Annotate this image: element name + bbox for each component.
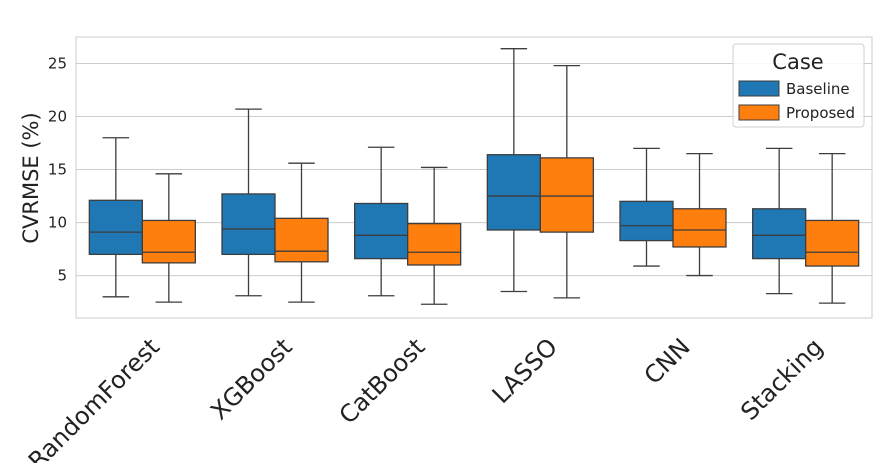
x-tick-label: CatBoost <box>334 333 431 430</box>
x-tick-label: RandomForest <box>23 333 165 463</box>
x-tick-label: XGBoost <box>205 333 297 425</box>
box-proposed-xgboost <box>274 162 329 303</box>
box-proposed-cnn <box>672 152 727 277</box>
y-tick-label: 15 <box>48 161 67 179</box>
legend-swatch-proposed <box>738 104 780 121</box>
box-baseline-lasso <box>486 48 541 293</box>
y-axis-label: CVRMSE (%) <box>19 112 43 243</box>
x-tick-labels: RandomForest XGBoost CatBoost LASSO CNN Stack… <box>23 333 828 467</box>
legend-label-baseline: Baseline <box>786 80 850 98</box>
y-tick-label: 25 <box>48 55 67 73</box>
iqr-box <box>672 208 727 248</box>
box-baseline-xgboost <box>221 108 276 297</box>
iqr-box <box>407 222 462 266</box>
box-proposed-catboost <box>407 166 462 305</box>
iqr-box <box>88 199 143 256</box>
legend-label-proposed: Proposed <box>786 104 855 122</box>
iqr-box <box>141 219 196 264</box>
iqr-box <box>486 154 541 231</box>
iqr-box <box>221 193 276 256</box>
legend-title: Case <box>772 50 823 74</box>
box-baseline-cnn <box>619 147 674 267</box>
box-proposed-randomforest <box>141 173 196 303</box>
iqr-box <box>354 202 409 260</box>
iqr-box <box>539 157 594 233</box>
y-tick-label: 20 <box>48 108 67 126</box>
box-series <box>88 48 860 305</box>
x-tick-label: CNN <box>639 333 696 390</box>
box-baseline-catboost <box>354 146 409 297</box>
y-tick-label: 5 <box>57 267 67 285</box>
box-proposed-lasso <box>539 64 594 299</box>
box-proposed-stacking <box>805 152 860 304</box>
x-tick-label: Stacking <box>735 333 828 426</box>
legend-swatch-baseline <box>738 80 780 97</box>
box-baseline-randomforest <box>88 137 143 298</box>
iqr-box <box>805 219 860 267</box>
y-tick-label: 10 <box>48 214 67 232</box>
iqr-box <box>752 208 807 260</box>
iqr-box <box>619 200 674 242</box>
box-baseline-stacking <box>752 147 807 295</box>
y-tick-labels: 5 10 15 20 25 <box>48 55 67 285</box>
iqr-box <box>274 217 329 263</box>
legend: Case Baseline Proposed <box>732 43 865 128</box>
x-tick-label: LASSO <box>487 333 563 409</box>
